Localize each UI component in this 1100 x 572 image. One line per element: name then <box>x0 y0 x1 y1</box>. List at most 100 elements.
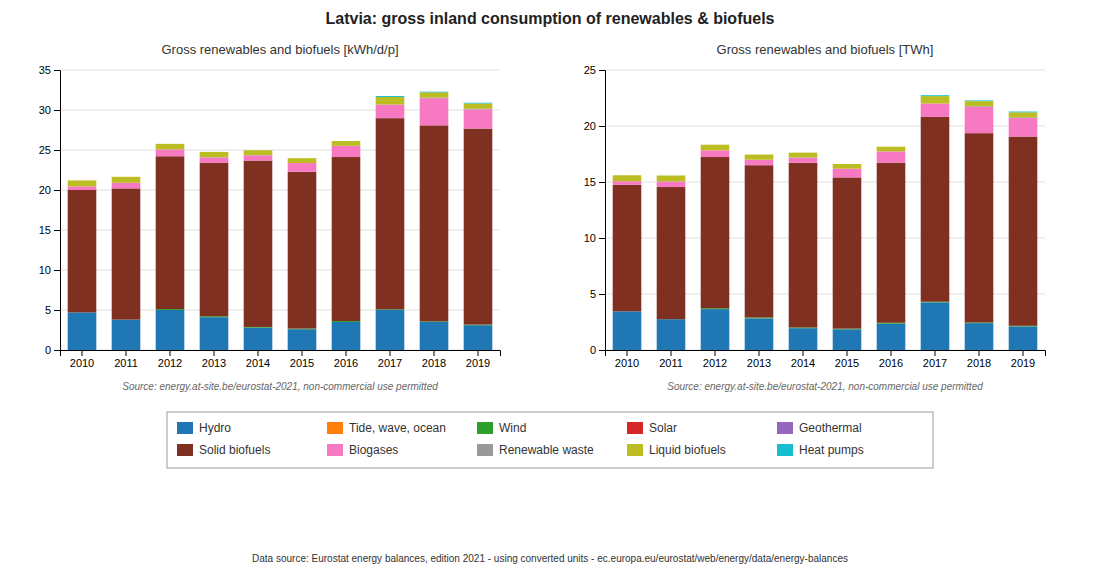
bar-segment <box>921 103 950 116</box>
legend-item: Solid biofuels <box>177 443 270 457</box>
x-tick-mark <box>847 350 848 356</box>
panel-title: Gross renewables and biofuels [kWh/d/p] <box>161 42 398 57</box>
bar-segment <box>877 146 906 147</box>
legend-swatch <box>477 422 493 434</box>
legend-label: Renewable waste <box>499 443 594 457</box>
y-tick-label: 25 <box>39 144 51 156</box>
bar-segment <box>789 328 818 329</box>
series <box>613 96 1038 181</box>
bar-segment <box>376 97 405 105</box>
x-tick-mark <box>302 350 303 356</box>
legend-swatch <box>177 444 193 456</box>
x-tick-label: 2010 <box>70 357 94 369</box>
y-tick-mark <box>54 190 60 191</box>
bar-segment <box>332 141 361 146</box>
y-tick-mark <box>599 70 605 71</box>
bar-segment <box>1009 137 1038 326</box>
bar-segment <box>376 310 405 350</box>
legend-swatch <box>327 444 343 456</box>
x-tick-label: 2013 <box>747 357 771 369</box>
bar-segment <box>745 155 774 160</box>
y-tick: 10 <box>39 264 60 276</box>
bar-segment <box>789 158 818 163</box>
bar-segment <box>420 322 449 350</box>
axis-line <box>606 351 1046 357</box>
legend-item: Renewable waste <box>477 443 594 457</box>
y-tick-label: 5 <box>45 304 51 316</box>
bar-segment <box>200 317 229 318</box>
bar-segment <box>789 328 818 350</box>
bar-segment <box>288 329 317 350</box>
legend: HydroTide, wave, oceanWindSolarGeotherma… <box>167 412 933 468</box>
bar-segment <box>657 319 686 350</box>
y-tick-label: 20 <box>39 184 51 196</box>
bar-segment <box>68 180 97 186</box>
bar-segment <box>244 155 273 160</box>
legend-swatch <box>627 444 643 456</box>
bar-segment <box>745 165 774 317</box>
x-tick: 2017 <box>923 350 947 369</box>
y-tick-mark <box>54 270 60 271</box>
panel-title: Gross renewables and biofuels [TWh] <box>717 42 934 57</box>
bar-segment <box>877 163 906 323</box>
bar-segment <box>68 312 97 350</box>
x-tick-mark <box>390 350 391 356</box>
x-tick-label: 2015 <box>290 357 314 369</box>
y-tick-mark <box>599 182 605 183</box>
y-tick-label: 20 <box>584 120 596 132</box>
legend-swatch <box>477 444 493 456</box>
bar-segment <box>745 154 774 155</box>
x-tick-mark <box>126 350 127 356</box>
y-tick: 5 <box>590 288 605 300</box>
bar-segment <box>420 98 449 125</box>
series <box>613 103 1038 187</box>
bar-segment <box>332 146 361 157</box>
bar-segment <box>68 190 97 312</box>
bar-segment <box>332 322 361 323</box>
bar-segment <box>1009 326 1038 350</box>
bar-segment <box>244 327 273 328</box>
bar-segment <box>200 163 229 317</box>
x-tick-mark <box>478 350 479 356</box>
bar-segment <box>1009 118 1038 136</box>
y-tick-label: 15 <box>584 176 596 188</box>
y-tick-label: 35 <box>39 64 51 76</box>
y-tick-mark <box>54 110 60 111</box>
bar-segment <box>112 177 141 183</box>
bar-segment <box>464 109 493 128</box>
y-tick: 5 <box>45 304 60 316</box>
legend-swatch <box>627 422 643 434</box>
bar-segment <box>701 157 730 308</box>
bar-segment <box>376 118 405 309</box>
bar-segment <box>613 181 642 185</box>
x-tick: 2013 <box>747 350 771 369</box>
x-tick: 2011 <box>659 350 683 369</box>
legend-item: Hydro <box>177 421 231 435</box>
x-tick: 2019 <box>466 350 490 369</box>
legend-item: Tide, wave, ocean <box>327 421 446 435</box>
bar-segment <box>921 96 950 103</box>
legend-item: Heat pumps <box>777 443 864 457</box>
bar-segment <box>1009 111 1038 113</box>
bar-segment <box>833 329 862 350</box>
y-axis: 0510152025 <box>584 64 606 356</box>
x-tick-mark <box>803 350 804 356</box>
x-tick-label: 2018 <box>422 357 446 369</box>
x-tick-label: 2019 <box>1011 357 1035 369</box>
bar-segment <box>965 323 994 324</box>
bar-segment <box>464 325 493 326</box>
bar-segment <box>833 169 862 178</box>
bar-segment <box>877 151 906 162</box>
bar-segment <box>833 164 862 169</box>
bar-segment <box>156 143 185 144</box>
bar-segment <box>288 172 317 329</box>
bar-segment <box>965 101 994 106</box>
bar-segment <box>701 150 730 157</box>
bar-segment <box>965 133 994 322</box>
x-tick-label: 2017 <box>378 357 402 369</box>
x-tick: 2019 <box>1011 350 1035 369</box>
bar-segment <box>288 329 317 330</box>
legend-swatch <box>177 422 193 434</box>
x-tick: 2014 <box>791 350 815 369</box>
x-tick-mark <box>891 350 892 356</box>
